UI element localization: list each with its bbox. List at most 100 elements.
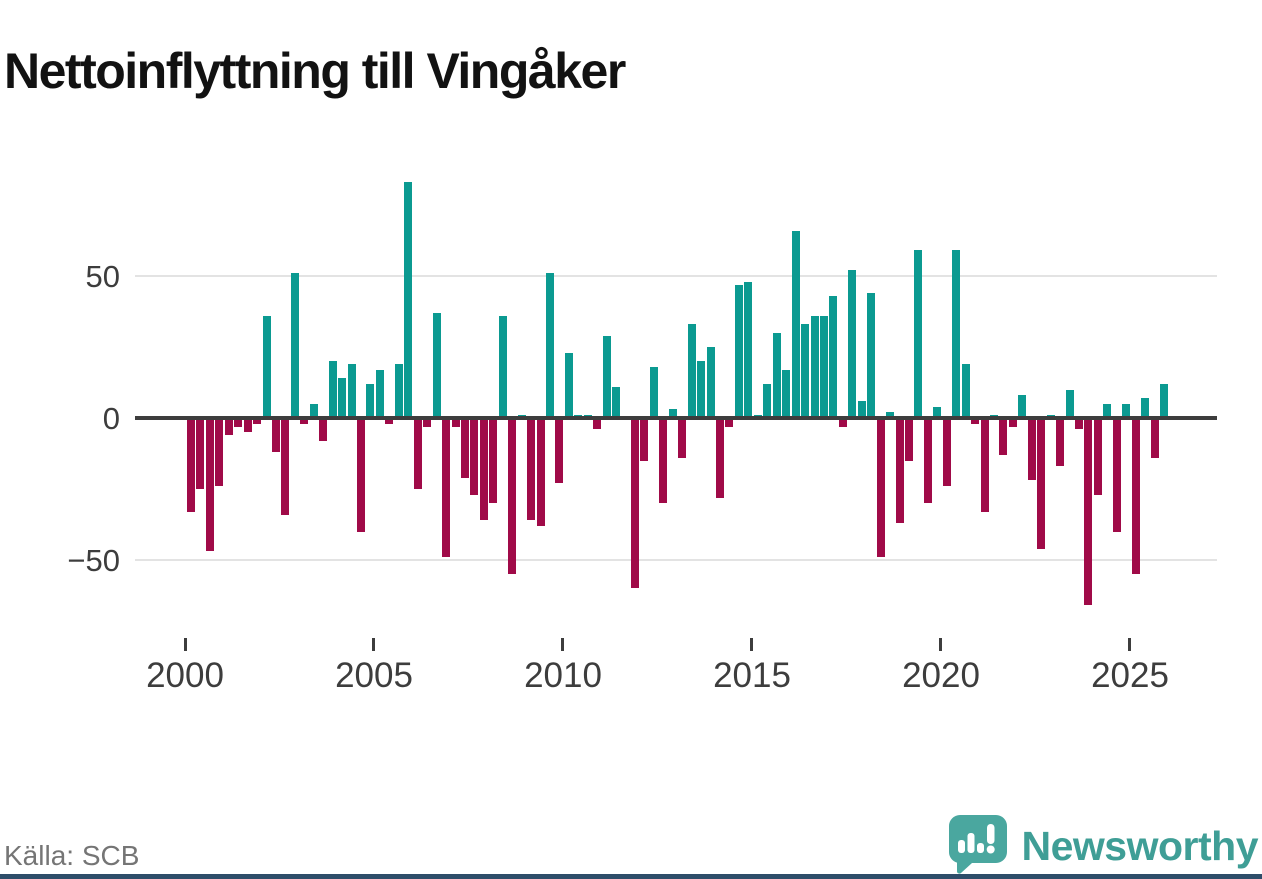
gridline-50: [135, 275, 1217, 277]
bar-2019-q3: [924, 418, 932, 503]
bar-2022-q1: [1018, 395, 1026, 418]
bar-2016-q1: [792, 231, 800, 418]
bar-2015-q4: [782, 370, 790, 418]
bar-2008-q2: [499, 316, 507, 418]
bar-2025-q2: [1141, 398, 1149, 418]
bar-2013-q1: [678, 418, 686, 458]
newsworthy-wordmark: Newsworthy: [1021, 823, 1259, 869]
bar-2004-q4: [366, 384, 374, 418]
bar-2015-q2: [763, 384, 771, 418]
bar-2017-q2: [839, 418, 847, 427]
bar-2025-q1: [1132, 418, 1140, 574]
bar-2020-q1: [943, 418, 951, 486]
bar-2007-q2: [461, 418, 469, 478]
bar-2000-q4: [215, 418, 223, 486]
bar-2018-q1: [867, 293, 875, 418]
bar-2015-q3: [773, 333, 781, 418]
bar-2011-q2: [612, 387, 620, 418]
bar-2002-q3: [281, 418, 289, 515]
bar-2003-q3: [319, 418, 327, 441]
bar-2012-q4: [669, 409, 677, 418]
y-axis-label-0: 0: [102, 401, 120, 436]
bar-2003-q4: [329, 361, 337, 418]
bar-2014-q3: [735, 285, 743, 418]
bar-2019-q4: [933, 407, 941, 418]
bar-2017-q4: [858, 401, 866, 418]
x-axis-tick-2025: [1128, 638, 1131, 651]
bar-2013-q2: [688, 324, 696, 418]
bar-2019-q2: [914, 250, 922, 418]
bar-2009-q2: [537, 418, 545, 526]
bar-2014-q4: [744, 282, 752, 418]
bar-2005-q1: [376, 370, 384, 418]
net-migration-bar-chart: 50 0 −50 2000 2005 2010 2015 2020 2025: [67, 182, 1217, 695]
bar-2007-q3: [470, 418, 478, 495]
x-axis-label-2020: 2020: [902, 656, 980, 695]
bar-2008-q1: [489, 418, 497, 503]
bar-2022-q3: [1037, 418, 1045, 549]
bar-2023-q3: [1075, 418, 1083, 429]
bar-2012-q1: [640, 418, 648, 461]
bar-2024-q1: [1094, 418, 1102, 495]
bar-2005-q2: [385, 418, 393, 424]
bar-2003-q1: [300, 418, 308, 424]
bar-2003-q2: [310, 404, 318, 418]
bar-2021-q4: [1009, 418, 1017, 427]
bar-2019-q1: [905, 418, 913, 461]
bar-2006-q3: [433, 313, 441, 418]
x-axis-tick-2000: [184, 638, 187, 651]
bar-2018-q3: [886, 412, 894, 418]
bar-2021-q1: [981, 418, 989, 512]
x-axis-label-2015: 2015: [713, 656, 791, 695]
footer-accent-strip: [0, 874, 1262, 879]
bar-2002-q4: [291, 273, 299, 418]
bar-2006-q4: [442, 418, 450, 557]
bar-2011-q1: [603, 336, 611, 418]
bar-2016-q4: [820, 316, 828, 418]
bar-2004-q1: [338, 378, 346, 418]
newsworthy-logo: Newsworthy: [946, 814, 1259, 879]
x-axis-tick-2005: [372, 638, 375, 651]
bar-2016-q3: [811, 316, 819, 418]
bar-2020-q4: [971, 418, 979, 424]
x-axis-label-2000: 2000: [146, 656, 224, 695]
x-axis-tick-2015: [750, 638, 753, 651]
bar-2002-q2: [272, 418, 280, 452]
bar-2024-q3: [1113, 418, 1121, 532]
bar-2007-q1: [452, 418, 460, 427]
y-axis-label--50: −50: [67, 543, 120, 578]
x-axis-tick-2020: [939, 638, 942, 651]
bar-2005-q3: [395, 364, 403, 418]
bar-2017-q1: [829, 296, 837, 418]
x-axis-label-2025: 2025: [1091, 656, 1169, 695]
source-note: Källa: SCB: [4, 840, 140, 871]
newsworthy-bubble-icon: [946, 814, 1008, 879]
bar-2001-q2: [234, 418, 242, 427]
bar-2004-q3: [357, 418, 365, 532]
bar-2010-q4: [593, 418, 601, 429]
bar-2001-q4: [253, 418, 261, 424]
bar-2012-q3: [659, 418, 667, 503]
bar-2009-q3: [546, 273, 554, 418]
bar-2010-q1: [565, 353, 573, 418]
bar-2023-q2: [1066, 390, 1074, 418]
bar-2009-q1: [527, 418, 535, 520]
x-axis-tick-2010: [561, 638, 564, 651]
bar-2005-q4: [404, 182, 412, 418]
bar-2011-q4: [631, 418, 639, 588]
bar-2020-q2: [952, 250, 960, 418]
x-axis-label-2005: 2005: [335, 656, 413, 695]
chart-title: Nettoinflyttning till Vingåker: [4, 42, 626, 99]
bar-2008-q3: [508, 418, 516, 574]
bar-2001-q3: [244, 418, 252, 432]
bar-2014-q2: [725, 418, 733, 427]
x-axis-label-2010: 2010: [524, 656, 602, 695]
bar-2018-q4: [896, 418, 904, 523]
bar-2025-q4: [1160, 384, 1168, 418]
y-axis-label-50: 50: [85, 259, 120, 294]
bar-2024-q2: [1103, 404, 1111, 418]
bar-2013-q3: [697, 361, 705, 418]
bar-2023-q4: [1084, 418, 1092, 605]
zero-axis-line: [135, 416, 1217, 420]
